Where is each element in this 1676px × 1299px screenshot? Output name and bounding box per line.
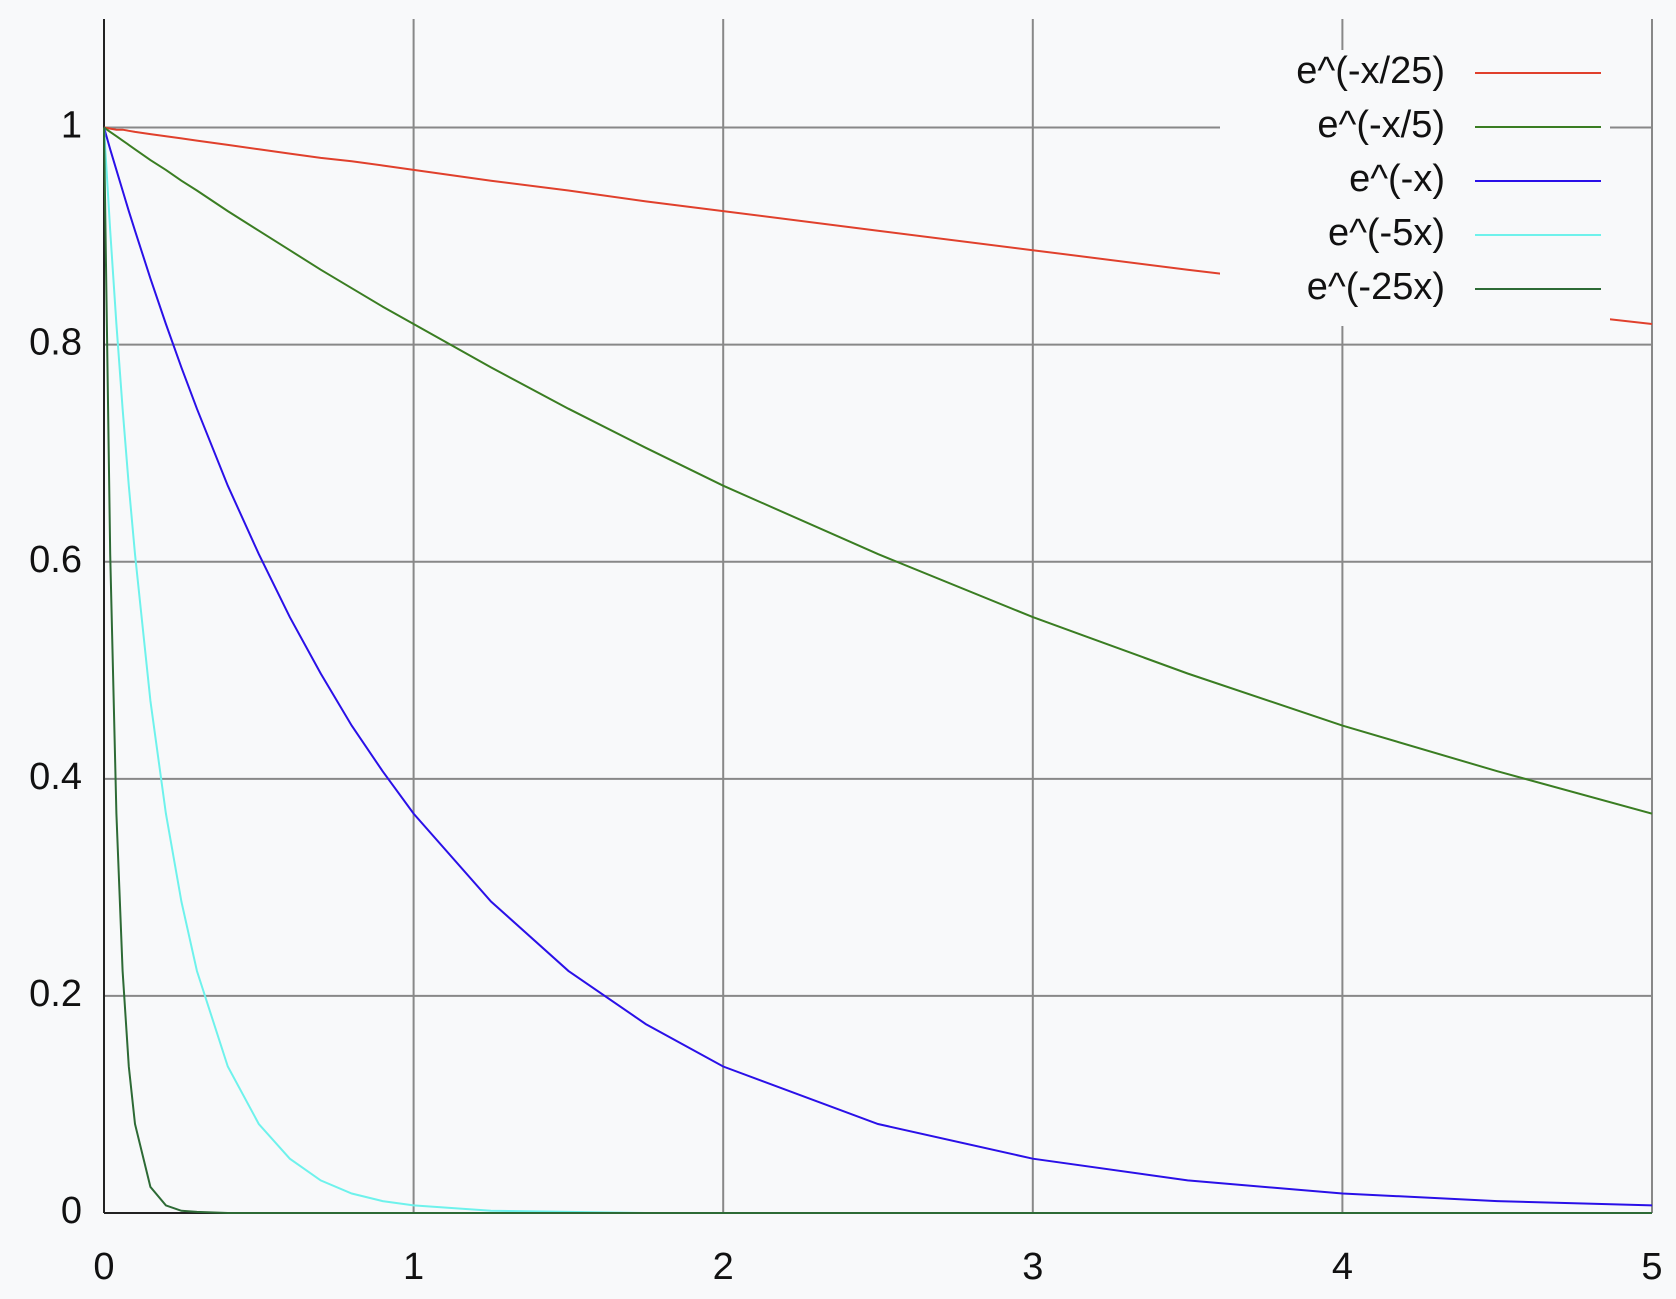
y-tick-label: 0.2	[29, 973, 82, 1015]
legend-label: e^(-25x)	[1307, 266, 1445, 308]
series-line	[103, 126, 1653, 325]
series-line	[103, 127, 1652, 1214]
x-tick-label: 3	[1022, 1246, 1043, 1288]
x-tick-label: 2	[713, 1246, 734, 1288]
y-tick-label: 0.4	[29, 756, 82, 798]
legend-label: e^(-x/5)	[1317, 104, 1445, 146]
y-tick-label: 0	[61, 1190, 82, 1232]
series-line	[103, 126, 1653, 815]
x-tick-label: 0	[93, 1246, 114, 1288]
legend-box	[1220, 50, 1610, 326]
y-tick-label: 0.6	[29, 539, 82, 581]
legend-label: e^(-x/25)	[1296, 50, 1445, 92]
series-line	[103, 127, 1653, 1207]
legend-label: e^(-5x)	[1328, 212, 1445, 254]
y-tick-label: 0.8	[29, 322, 82, 364]
y-tick-label: 1	[61, 105, 82, 147]
x-tick-label: 4	[1332, 1246, 1353, 1288]
x-tick-label: 1	[403, 1246, 424, 1288]
legend-label: e^(-x)	[1349, 158, 1445, 200]
x-tick-label: 5	[1641, 1246, 1662, 1288]
